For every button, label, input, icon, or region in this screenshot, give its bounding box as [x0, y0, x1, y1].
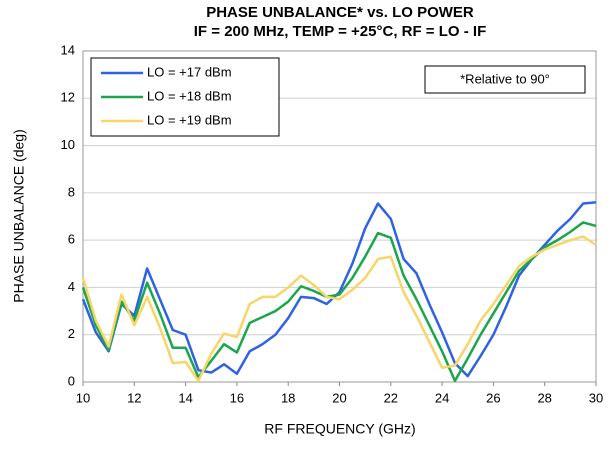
- x-tick-label: 22: [384, 390, 398, 405]
- x-tick-label: 20: [332, 390, 346, 405]
- chart-subtitle: IF = 200 MHz, TEMP = +25°C, RF = LO - IF: [194, 23, 486, 40]
- y-tick-label: 6: [68, 232, 75, 247]
- y-tick-label: 12: [61, 90, 75, 105]
- y-tick-label: 8: [68, 184, 75, 199]
- x-tick-label: 16: [230, 390, 244, 405]
- x-tick-label: 26: [486, 390, 500, 405]
- y-tick-label: 0: [68, 373, 75, 388]
- x-tick-label: 28: [537, 390, 551, 405]
- annotation-box: [424, 65, 586, 94]
- x-tick-label: 18: [281, 390, 295, 405]
- series-line: [81, 221, 597, 383]
- x-tick-label: 30: [589, 390, 603, 405]
- legend-label: LO = +18 dBm: [147, 88, 232, 103]
- y-axis-label: PHASE UNBALANCE (deg): [11, 129, 27, 303]
- x-tick-label: 12: [127, 390, 141, 405]
- plot-frame: [82, 50, 597, 383]
- x-axis-label: RF FREQUENCY (GHz): [264, 421, 415, 437]
- y-tick-label: 2: [68, 326, 75, 341]
- x-tick-label: 24: [435, 390, 449, 405]
- legend-label: LO = +19 dBm: [147, 112, 232, 127]
- x-tick-label: 14: [178, 390, 192, 405]
- x-tick-label: 10: [76, 390, 90, 405]
- series-line: [81, 201, 597, 378]
- series-line: [81, 235, 597, 383]
- y-tick-label: 4: [68, 279, 75, 294]
- legend-label: LO = +17 dBm: [147, 64, 232, 79]
- annotation: *Relative to 90°: [460, 71, 550, 86]
- chart-title: PHASE UNBALANCE* vs. LO POWER: [206, 4, 474, 21]
- y-tick-label: 14: [61, 42, 75, 57]
- y-tick-label: 10: [61, 137, 75, 152]
